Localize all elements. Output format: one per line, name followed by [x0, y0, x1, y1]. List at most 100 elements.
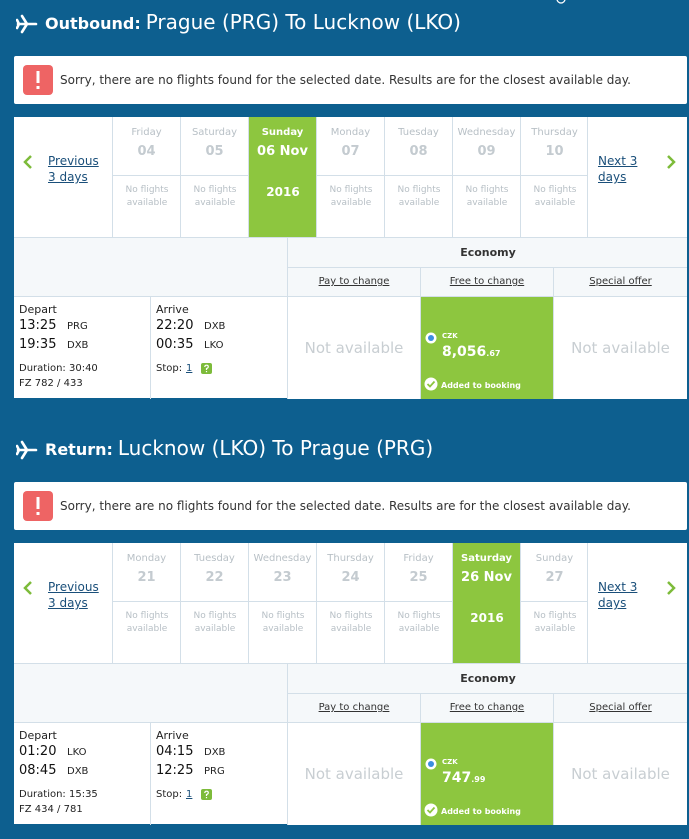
prev-link[interactable]: Previous 3 days [48, 580, 99, 610]
day-date: 08 [409, 144, 428, 159]
leg-airport: DXB [67, 340, 89, 351]
leg-time: 22:20 [156, 318, 194, 333]
leg-time: 04:15 [156, 744, 194, 759]
depart-column: Depart 01:20 LKO 08:45 DXB Duration: 15:35 FZ … [14, 723, 151, 825]
day-status: No flights available [125, 185, 169, 208]
fare-cell[interactable]: CZK 8,056.67 Added to booking [420, 297, 553, 399]
day-status: No flights available [193, 611, 237, 634]
cabin-label: Economy [460, 672, 516, 685]
alert-icon [23, 65, 53, 95]
day-cell[interactable]: Wednesday 09 No flights available [452, 117, 520, 237]
duration: Duration: 15:35 [19, 789, 98, 800]
fare-header: Free to change [420, 694, 553, 723]
day-divider [521, 601, 588, 602]
day-date: 22 [205, 570, 224, 585]
leg-airport: LKO [67, 747, 87, 758]
stop-count[interactable]: 1 [186, 789, 193, 800]
stop-label: Stop: [156, 789, 183, 800]
day-divider [181, 175, 248, 176]
day-divider [521, 175, 588, 176]
day-date: 04 [137, 144, 156, 159]
alert-text: Sorry, there are no flights found for th… [60, 73, 631, 87]
fare-name[interactable]: Pay to change [318, 276, 390, 287]
stop-count[interactable]: 1 [186, 363, 193, 374]
arrive-label: Arrive [156, 729, 189, 742]
fare-table: Economy Pay to change Not available Free to… [14, 663, 687, 825]
leg-airport: PRG [67, 321, 88, 332]
day-weekday: Monday [126, 553, 167, 564]
day-status: No flights available [397, 185, 441, 208]
day-date: 07 [341, 144, 360, 159]
duration: Duration: 30:40 [19, 363, 98, 374]
fare-name[interactable]: Free to change [449, 702, 525, 713]
fare-status: Not available [304, 339, 404, 357]
alert-icon [23, 491, 53, 521]
leg-airport: PRG [204, 766, 225, 777]
booking-note: Added to booking [441, 381, 521, 390]
leg-airport: DXB [204, 747, 226, 758]
day-cell[interactable]: Saturday 05 No flights available [180, 117, 248, 237]
price-currency: CZK [442, 758, 458, 766]
date-bar: Previous 3 days Monday 21 No flights availa… [14, 543, 687, 663]
day-cell[interactable]: Thursday 10 No flights available [520, 117, 588, 237]
fare-cell[interactable]: Not available [553, 297, 687, 399]
booking-note: Added to booking [441, 807, 521, 816]
depart-label: Depart [19, 729, 57, 742]
price-cents: .99 [471, 775, 486, 784]
day-cell[interactable]: Tuesday 22 No flights available [180, 543, 248, 663]
plane-icon [16, 14, 38, 34]
prev-link[interactable]: Previous 3 days [48, 154, 99, 184]
arrive-label: Arrive [156, 303, 189, 316]
check-icon [424, 377, 438, 391]
day-cell[interactable]: Friday 25 No flights available [384, 543, 452, 663]
fare-cell[interactable]: Not available [553, 723, 687, 825]
day-weekday: Friday [403, 553, 434, 564]
day-divider [317, 175, 384, 176]
fare-cell[interactable]: Not available [287, 723, 420, 825]
heading-text: Prague (PRG) To Lucknow (LKO) [145, 10, 461, 34]
date-bar: Previous 3 days Friday 04 No flights availa… [14, 117, 687, 237]
day-cell[interactable]: Monday 07 No flights available [316, 117, 384, 237]
fare-cell[interactable]: Not available [287, 297, 420, 399]
day-divider [181, 601, 248, 602]
prev-chevron [23, 581, 32, 595]
cabin-label: Economy [460, 246, 516, 259]
day-weekday: Saturday [191, 127, 238, 138]
day-cell[interactable]: Tuesday 08 No flights available [384, 117, 452, 237]
next-link[interactable]: Next 3 days [598, 154, 638, 184]
day-cell[interactable]: Friday 04 No flights available [112, 117, 180, 237]
day-cell[interactable]: Sunday 27 No flights available [520, 543, 588, 663]
stop-info-icon [201, 789, 212, 800]
prev-chevron [23, 155, 32, 169]
fare-name[interactable]: Pay to change [318, 702, 390, 713]
fare-header: Special offer [553, 268, 687, 297]
fare-header: Pay to change [287, 268, 420, 297]
day-weekday: Sunday [535, 553, 574, 564]
fare-name[interactable]: Special offer [589, 276, 652, 287]
day-status: No flights available [533, 611, 577, 634]
cabin-header: Economy [287, 238, 687, 268]
fare-cell[interactable]: CZK 747.99 Added to booking [420, 723, 553, 825]
plane-icon [16, 440, 38, 460]
radio-selected [425, 758, 437, 770]
day-status: No flights available [329, 611, 373, 634]
day-status: No flights available [193, 185, 237, 208]
day-cell[interactable]: Wednesday 23 No flights available [248, 543, 316, 663]
section-heading: Outbound: Prague (PRG) To Lucknow (LKO) [45, 10, 461, 34]
day-cell[interactable]: Thursday 24 No flights available [316, 543, 384, 663]
next-link[interactable]: Next 3 days [598, 580, 638, 610]
day-date: 27 [545, 570, 564, 585]
leg-airport: DXB [204, 321, 226, 332]
fare-name[interactable]: Special offer [589, 702, 652, 713]
day-weekday: Sunday [261, 127, 304, 138]
day-cell[interactable]: Monday 21 No flights available [112, 543, 180, 663]
day-weekday: Monday [330, 127, 371, 138]
leg-time: 13:25 [19, 318, 57, 333]
day-date: 06 Nov [257, 144, 308, 159]
section-heading: Return: Lucknow (LKO) To Prague (PRG) [45, 436, 433, 460]
day-divider [113, 601, 180, 602]
cabin-header: Economy [287, 664, 687, 694]
fare-name[interactable]: Free to change [449, 276, 525, 287]
day-cell: Saturday 26 Nov 2016 [452, 543, 520, 663]
